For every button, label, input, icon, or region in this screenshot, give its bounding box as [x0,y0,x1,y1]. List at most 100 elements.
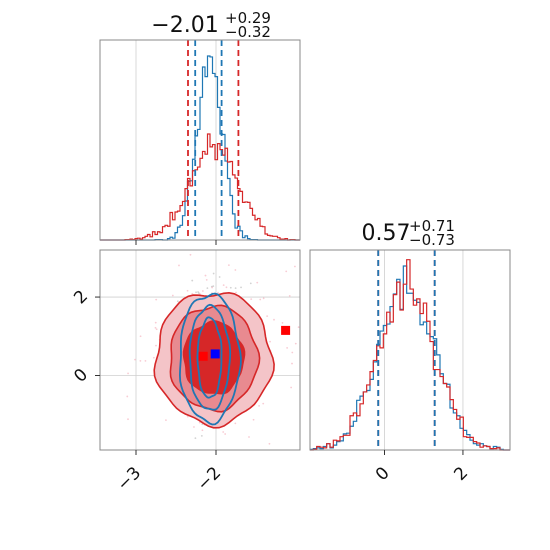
scatter-point [152,356,155,359]
scatter-point [308,329,310,331]
hist2-series [310,259,510,451]
scatter-point [126,395,129,398]
param1-title: −2.01 [151,13,218,38]
scatter-point [302,372,304,374]
scatter-point [127,372,129,375]
hist-series-0 [100,133,300,241]
scatter-point [200,434,203,437]
scatter-point [176,300,179,303]
scatter-point [212,285,215,288]
x-tick-label-0: −3 [113,463,145,495]
hist1-gridlines [135,40,217,240]
scatter-point [294,342,297,345]
scatter-point [198,421,201,424]
hist-panel-1 [99,39,301,245]
scatter-point [259,298,262,301]
scatter-point [211,286,213,289]
scatter-point [204,274,207,277]
scatter-point [288,295,291,297]
scatter-point [285,270,288,273]
scatter-point [201,429,204,432]
param1-title-plus: +0.29 [225,9,271,27]
hist1-frame [99,39,301,241]
scatter-point [189,253,192,256]
scatter-point [248,436,250,438]
scatter-point [258,404,260,407]
scatter-point [291,351,294,354]
scatter-point [240,286,242,289]
scatter-point [224,433,227,435]
scatter-point [155,328,158,331]
param1-title-minus: −0.32 [225,23,271,41]
marker-2 [281,325,291,335]
scatter-point [256,281,259,284]
hist2-frame [309,249,511,451]
y-tick-label-0: 0 [70,365,92,387]
scatter-point [205,278,208,281]
scatter-point [212,272,215,275]
param2-title-minus: −0.73 [409,231,455,249]
scatter-point [250,298,253,301]
scatter-point [165,419,167,422]
scatter-point [155,298,158,301]
x-tick-label-0: 0 [372,463,394,485]
scatter-point [291,362,293,365]
scatter-point [186,289,189,292]
scatter-point [225,286,228,289]
scatter-point [206,287,209,289]
scatter-point [268,442,271,445]
scatter-point [262,402,265,405]
scatter-panel: −3 −2 02 [70,247,310,495]
scatter-point [252,418,255,421]
marker-0 [198,351,208,361]
scatter-point [178,264,180,267]
scatter-point [258,455,260,457]
scatter-point [281,322,284,324]
scatter-point [127,418,129,421]
scatter-point [290,386,293,389]
scatter-point [148,247,150,249]
scatter-point [139,359,142,362]
hist2-quantile-lines [377,250,436,450]
scatter-point [197,291,199,293]
param1-title-value: −2.01 [151,13,218,38]
scatter-point [218,276,221,278]
x-tick-label-1: 2 [450,463,472,485]
scatter-point [234,269,237,271]
scatter-point [266,315,269,318]
blue-contour-2 [188,303,232,411]
blue-contour-1 [178,292,242,426]
hist1-ticks [135,240,217,245]
scatter-point [234,422,237,425]
scatter-point [134,358,136,361]
scatter-y-ticks: 02 [70,286,100,387]
scatter-point [191,292,194,295]
scatter-point [154,326,157,329]
scatter-point [237,463,239,465]
scatter-point [201,290,204,292]
scatter-point [269,340,271,343]
scatter-point [227,264,230,267]
scatter-point [273,318,275,321]
scatter-point [186,415,189,418]
scatter-point [235,291,237,294]
hist-series-1 [100,55,300,241]
hist-series-1 [310,265,510,451]
y-tick-label-1: 2 [70,286,92,308]
scatter-point [297,326,300,329]
hist-series-0 [310,259,510,451]
scatter-point [191,279,194,282]
scatter-point [202,457,204,459]
scatter-point [171,294,174,297]
param2-title-plus: +0.71 [409,217,455,235]
scatter-point [155,344,157,347]
scatter-markers [198,325,291,361]
hist1-series [100,55,300,241]
scatter-contours [153,291,275,429]
scatter-point [286,347,289,349]
scatter-x-ticks: −3 −2 [113,450,225,495]
scatter-point [249,282,252,285]
